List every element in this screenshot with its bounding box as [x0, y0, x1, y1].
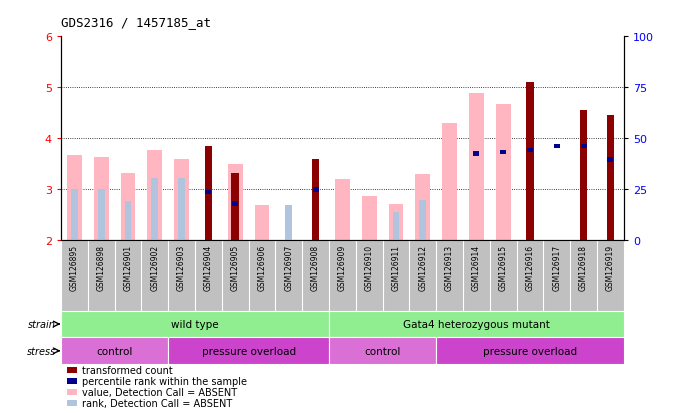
Bar [67, 155, 82, 241]
Text: GSM126916: GSM126916 [525, 244, 534, 290]
Bar [98, 190, 104, 241]
Bar [205, 147, 212, 241]
Text: GDS2316 / 1457185_at: GDS2316 / 1457185_at [61, 16, 211, 29]
Text: pressure overload: pressure overload [483, 346, 577, 356]
Bar [442, 124, 457, 241]
Text: GSM126904: GSM126904 [204, 244, 213, 290]
Text: rank, Detection Call = ABSENT: rank, Detection Call = ABSENT [83, 398, 233, 408]
Text: GSM126908: GSM126908 [311, 244, 320, 290]
Text: GSM126906: GSM126906 [258, 244, 266, 290]
Bar [527, 148, 533, 153]
Text: pressure overload: pressure overload [201, 346, 296, 356]
Bar [61, 311, 329, 337]
Text: GSM126907: GSM126907 [284, 244, 294, 290]
Text: strain: strain [28, 319, 56, 329]
Bar [496, 105, 511, 241]
Bar [312, 159, 319, 241]
Bar [580, 145, 586, 149]
Bar [416, 175, 430, 241]
Text: GSM126912: GSM126912 [418, 244, 427, 290]
Bar [607, 158, 614, 163]
Text: GSM126898: GSM126898 [97, 244, 106, 290]
Bar [66, 378, 77, 384]
Bar [178, 179, 185, 241]
Bar [500, 150, 506, 155]
Text: GSM126918: GSM126918 [579, 244, 588, 290]
Bar [473, 152, 479, 157]
Text: wild type: wild type [171, 319, 219, 329]
Bar [255, 205, 269, 241]
Bar [205, 190, 212, 195]
Text: control: control [96, 346, 133, 356]
Bar [71, 190, 78, 241]
Text: value, Detection Call = ABSENT: value, Detection Call = ABSENT [83, 387, 237, 397]
Text: GSM126919: GSM126919 [606, 244, 615, 290]
Text: GSM126914: GSM126914 [472, 244, 481, 290]
Bar [335, 180, 350, 241]
Bar [94, 158, 108, 241]
Bar [580, 111, 587, 241]
Bar [151, 179, 158, 241]
Bar [554, 145, 560, 149]
Bar [420, 200, 426, 241]
Bar [469, 94, 483, 241]
Bar [66, 400, 77, 406]
Bar [121, 173, 136, 241]
Bar [174, 159, 189, 241]
Text: control: control [364, 346, 401, 356]
Text: GSM126903: GSM126903 [177, 244, 186, 290]
Text: GSM126910: GSM126910 [365, 244, 374, 290]
Bar [66, 367, 77, 373]
Bar [66, 389, 77, 395]
Bar [231, 173, 239, 241]
Bar [329, 337, 436, 364]
Text: transformed count: transformed count [83, 365, 173, 375]
Text: GSM126902: GSM126902 [151, 244, 159, 290]
Bar [228, 164, 243, 241]
Bar [313, 188, 319, 192]
Text: stress: stress [26, 346, 56, 356]
Text: GSM126901: GSM126901 [123, 244, 132, 290]
Bar [61, 337, 168, 364]
Text: Gata4 heterozygous mutant: Gata4 heterozygous mutant [403, 319, 550, 329]
Text: GSM126913: GSM126913 [445, 244, 454, 290]
Bar [526, 83, 534, 241]
Bar [168, 337, 329, 364]
Bar [436, 337, 624, 364]
Text: GSM126909: GSM126909 [338, 244, 347, 290]
Text: GSM126911: GSM126911 [391, 244, 401, 290]
Bar [362, 196, 376, 241]
Text: GSM126905: GSM126905 [231, 244, 240, 290]
Bar [125, 201, 132, 241]
Bar [388, 204, 403, 241]
Bar [147, 150, 162, 241]
Bar [393, 213, 399, 241]
Bar [329, 311, 624, 337]
Bar [233, 202, 238, 206]
Text: GSM126895: GSM126895 [70, 244, 79, 290]
Bar [607, 116, 614, 241]
Bar [285, 205, 292, 241]
Text: percentile rank within the sample: percentile rank within the sample [83, 376, 247, 386]
Text: GSM126915: GSM126915 [499, 244, 508, 290]
Text: GSM126917: GSM126917 [553, 244, 561, 290]
